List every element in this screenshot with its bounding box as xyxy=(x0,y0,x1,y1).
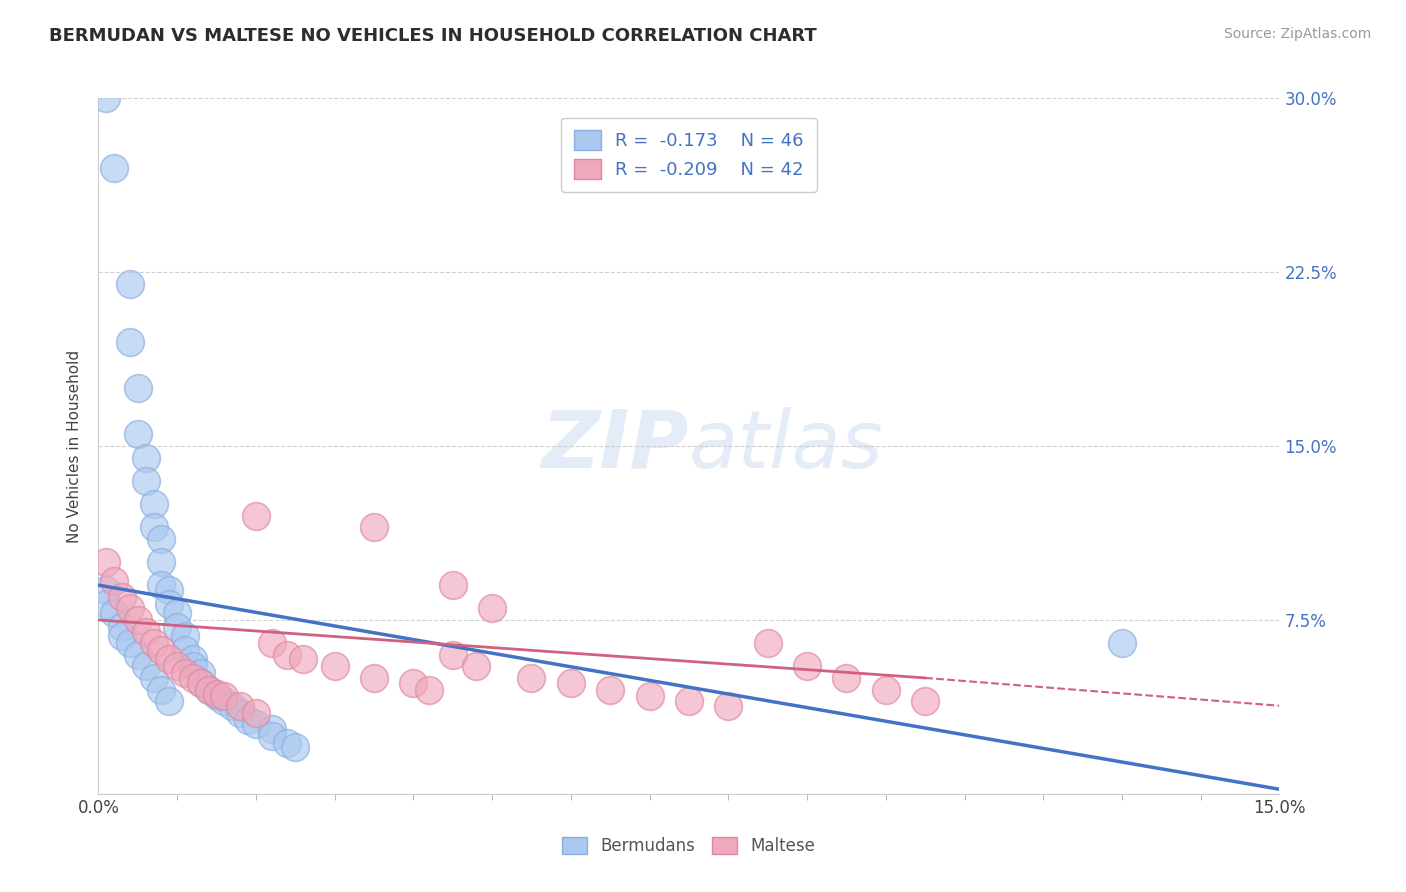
Text: BERMUDAN VS MALTESE NO VEHICLES IN HOUSEHOLD CORRELATION CHART: BERMUDAN VS MALTESE NO VEHICLES IN HOUSE… xyxy=(49,27,817,45)
Point xyxy=(1111,636,1133,650)
Point xyxy=(174,643,197,657)
Point xyxy=(284,740,307,755)
Point xyxy=(135,624,157,639)
Point xyxy=(229,706,252,720)
Point xyxy=(157,597,180,611)
Point xyxy=(363,671,385,685)
Point xyxy=(111,620,134,634)
Point xyxy=(142,497,165,511)
Point xyxy=(103,161,125,175)
Point xyxy=(174,629,197,643)
Point xyxy=(103,606,125,620)
Point xyxy=(418,682,440,697)
Point xyxy=(166,659,188,673)
Point xyxy=(190,675,212,690)
Point xyxy=(245,706,267,720)
Point xyxy=(441,648,464,662)
Point xyxy=(678,694,700,708)
Point xyxy=(118,277,141,291)
Point xyxy=(150,578,173,592)
Point xyxy=(142,671,165,685)
Point xyxy=(197,682,219,697)
Point xyxy=(166,606,188,620)
Point xyxy=(914,694,936,708)
Point xyxy=(135,450,157,465)
Point xyxy=(135,474,157,488)
Point xyxy=(150,555,173,569)
Point xyxy=(214,694,236,708)
Point xyxy=(181,659,204,673)
Point xyxy=(190,666,212,681)
Point xyxy=(292,652,315,666)
Point xyxy=(229,698,252,713)
Point xyxy=(142,520,165,534)
Point xyxy=(127,648,149,662)
Point xyxy=(174,666,197,681)
Point xyxy=(276,736,298,750)
Point xyxy=(157,694,180,708)
Point xyxy=(260,636,283,650)
Point xyxy=(221,698,243,713)
Point xyxy=(135,659,157,673)
Point xyxy=(205,687,228,701)
Point xyxy=(181,671,204,685)
Point xyxy=(127,381,149,395)
Point xyxy=(96,582,118,597)
Point xyxy=(150,532,173,546)
Point xyxy=(520,671,543,685)
Y-axis label: No Vehicles in Household: No Vehicles in Household xyxy=(67,350,83,542)
Point xyxy=(205,690,228,704)
Point xyxy=(717,698,740,713)
Point xyxy=(127,427,149,442)
Point xyxy=(111,629,134,643)
Point xyxy=(103,574,125,588)
Point xyxy=(142,636,165,650)
Point xyxy=(245,717,267,731)
Point xyxy=(127,613,149,627)
Point xyxy=(214,690,236,704)
Point xyxy=(638,690,661,704)
Legend: Bermudans, Maltese: Bermudans, Maltese xyxy=(555,830,823,862)
Point xyxy=(181,652,204,666)
Point xyxy=(118,636,141,650)
Point xyxy=(599,682,621,697)
Point xyxy=(796,659,818,673)
Point xyxy=(402,675,425,690)
Text: ZIP: ZIP xyxy=(541,407,689,485)
Point xyxy=(118,601,141,615)
Point xyxy=(150,682,173,697)
Point xyxy=(96,597,118,611)
Point xyxy=(363,520,385,534)
Point xyxy=(260,722,283,736)
Point xyxy=(465,659,488,673)
Point xyxy=(260,729,283,743)
Point xyxy=(150,643,173,657)
Point xyxy=(835,671,858,685)
Point xyxy=(96,91,118,105)
Point xyxy=(236,713,259,727)
Point xyxy=(560,675,582,690)
Point xyxy=(96,555,118,569)
Point xyxy=(166,620,188,634)
Point xyxy=(157,582,180,597)
Point xyxy=(111,590,134,604)
Point xyxy=(323,659,346,673)
Point xyxy=(481,601,503,615)
Point xyxy=(441,578,464,592)
Point xyxy=(276,648,298,662)
Text: atlas: atlas xyxy=(689,407,884,485)
Point xyxy=(245,508,267,523)
Point xyxy=(197,682,219,697)
Point xyxy=(875,682,897,697)
Text: Source: ZipAtlas.com: Source: ZipAtlas.com xyxy=(1223,27,1371,41)
Point xyxy=(756,636,779,650)
Point xyxy=(157,652,180,666)
Point xyxy=(118,334,141,349)
Point xyxy=(190,675,212,690)
